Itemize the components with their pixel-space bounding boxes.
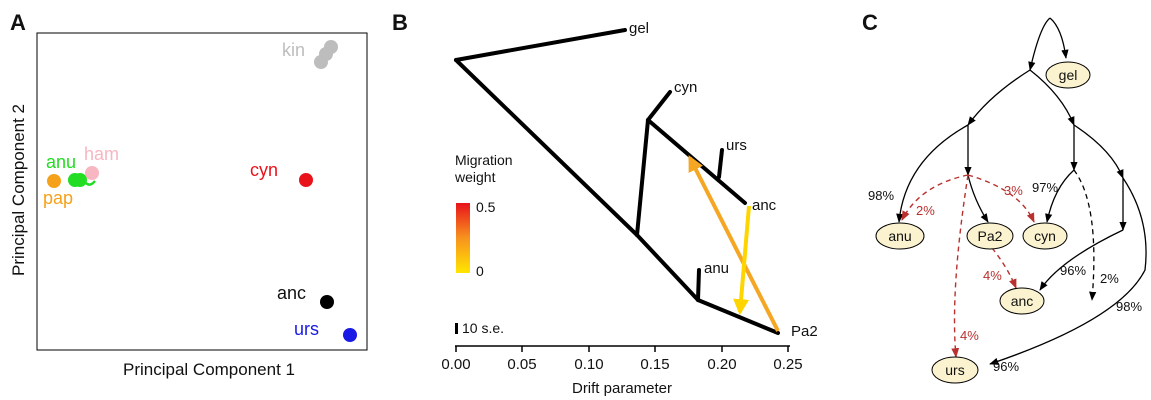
- tree-edge: [646, 118, 747, 205]
- pca-plot-frame: [36, 32, 368, 351]
- svg-text:anu: anu: [888, 228, 911, 244]
- node-gel: gel: [1045, 61, 1091, 89]
- admix-weight-label: 4%: [983, 268, 1002, 283]
- point-anu: [73, 173, 87, 187]
- edge-weight-label: 2%: [1100, 271, 1119, 286]
- tree-edge: [646, 90, 672, 122]
- point-urs: [343, 328, 357, 342]
- node-cyn: cyn: [1022, 222, 1068, 250]
- leaf-label-anu: anu: [704, 260, 729, 277]
- edge-weight-label: 97%: [1032, 180, 1058, 195]
- tree-edge: [717, 148, 724, 179]
- edge-weight-label: 98%: [1116, 299, 1142, 314]
- drift-tree: [454, 28, 780, 335]
- label-anc: anc: [277, 283, 306, 303]
- legend-min-label: 0: [476, 263, 484, 279]
- x-tick-label: 0.05: [507, 356, 536, 373]
- pca-x-axis-label: Principal Component 1: [123, 360, 295, 379]
- edge-weight-label: 98%: [868, 188, 894, 203]
- point-kin: [314, 55, 328, 69]
- point-cyn: [299, 173, 313, 187]
- label-anu: anu: [46, 152, 76, 172]
- svg-text:anc: anc: [1011, 293, 1034, 309]
- tree-edge: [454, 58, 639, 237]
- svg-text:gel: gel: [1059, 67, 1078, 83]
- leaf-label-gel: gel: [629, 20, 649, 37]
- edge-weight-label: 96%: [1060, 263, 1086, 278]
- x-tick-label: 0.00: [441, 356, 470, 373]
- se-label: 10 s.e.: [462, 320, 504, 336]
- point-anc: [320, 295, 334, 309]
- edge-weight-label: 96%: [993, 359, 1019, 374]
- migration-color-scale: [456, 203, 470, 273]
- point-anu: [85, 180, 96, 186]
- admix-weight-label: 3%: [1004, 183, 1023, 198]
- migration-arrow-low: [733, 205, 751, 316]
- legend-title: Migration: [455, 152, 513, 168]
- panel-c-letter: C: [862, 10, 878, 35]
- admixture-red-edges: [901, 174, 1035, 358]
- x-tick-label: 0.25: [773, 356, 802, 373]
- point-pap: [47, 174, 61, 188]
- node-urs: urs: [931, 356, 979, 384]
- panel-a-letter: A: [10, 10, 26, 35]
- drift-x-axis-label: Drift parameter: [572, 380, 672, 397]
- tree-edge: [454, 28, 627, 62]
- tree-edge: [635, 233, 700, 302]
- label-cyn: cyn: [250, 160, 278, 180]
- label-kin: kin: [282, 40, 305, 60]
- x-tick-label: 0.20: [707, 356, 736, 373]
- panel-b-letter: B: [392, 10, 408, 35]
- node-anu: anu: [875, 222, 925, 250]
- migration-arrow-high: [688, 155, 780, 332]
- legend-title: weight: [454, 169, 496, 185]
- panel-a: A Principal Component 1 Principal Compon…: [9, 10, 368, 379]
- svg-text:Pa2: Pa2: [978, 228, 1003, 244]
- x-tick-label: 0.15: [640, 356, 669, 373]
- node-anc: anc: [999, 287, 1045, 315]
- pca-y-axis-label: Principal Component 2: [9, 104, 28, 276]
- admixture-graph-edges: [896, 17, 1147, 365]
- admixture-edge-dashed: [1073, 169, 1097, 301]
- panel-b: B gel cyn urs anc anu Pa2 Migration weig…: [392, 10, 818, 397]
- tree-edge: [635, 118, 650, 237]
- leaf-label-urs: urs: [726, 137, 747, 154]
- point-ham: [85, 166, 99, 180]
- legend-max-label: 0.5: [476, 199, 496, 215]
- leaf-label-cyn: cyn: [674, 79, 697, 96]
- tree-edge: [696, 268, 701, 302]
- leaf-label-anc: anc: [752, 197, 777, 214]
- leaf-label-pa2: Pa2: [791, 323, 818, 340]
- drift-x-ticks: [455, 346, 789, 352]
- label-urs: urs: [294, 319, 319, 339]
- admix-weight-label: 4%: [960, 328, 979, 343]
- svg-text:urs: urs: [945, 362, 964, 378]
- node-pa2: Pa2: [966, 222, 1014, 250]
- tree-edge: [696, 298, 780, 335]
- label-pap: pap: [43, 188, 73, 208]
- label-ham: ham: [84, 144, 119, 164]
- admix-weight-label: 2%: [916, 203, 935, 218]
- x-tick-label: 0.10: [574, 356, 603, 373]
- svg-text:cyn: cyn: [1034, 228, 1056, 244]
- se-scale-bar: [455, 323, 458, 334]
- panel-c: C gel: [862, 10, 1147, 384]
